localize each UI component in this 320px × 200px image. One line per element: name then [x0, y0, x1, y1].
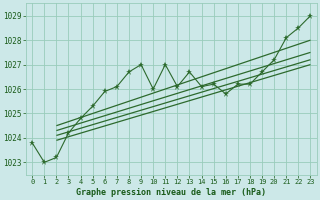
X-axis label: Graphe pression niveau de la mer (hPa): Graphe pression niveau de la mer (hPa): [76, 188, 266, 197]
